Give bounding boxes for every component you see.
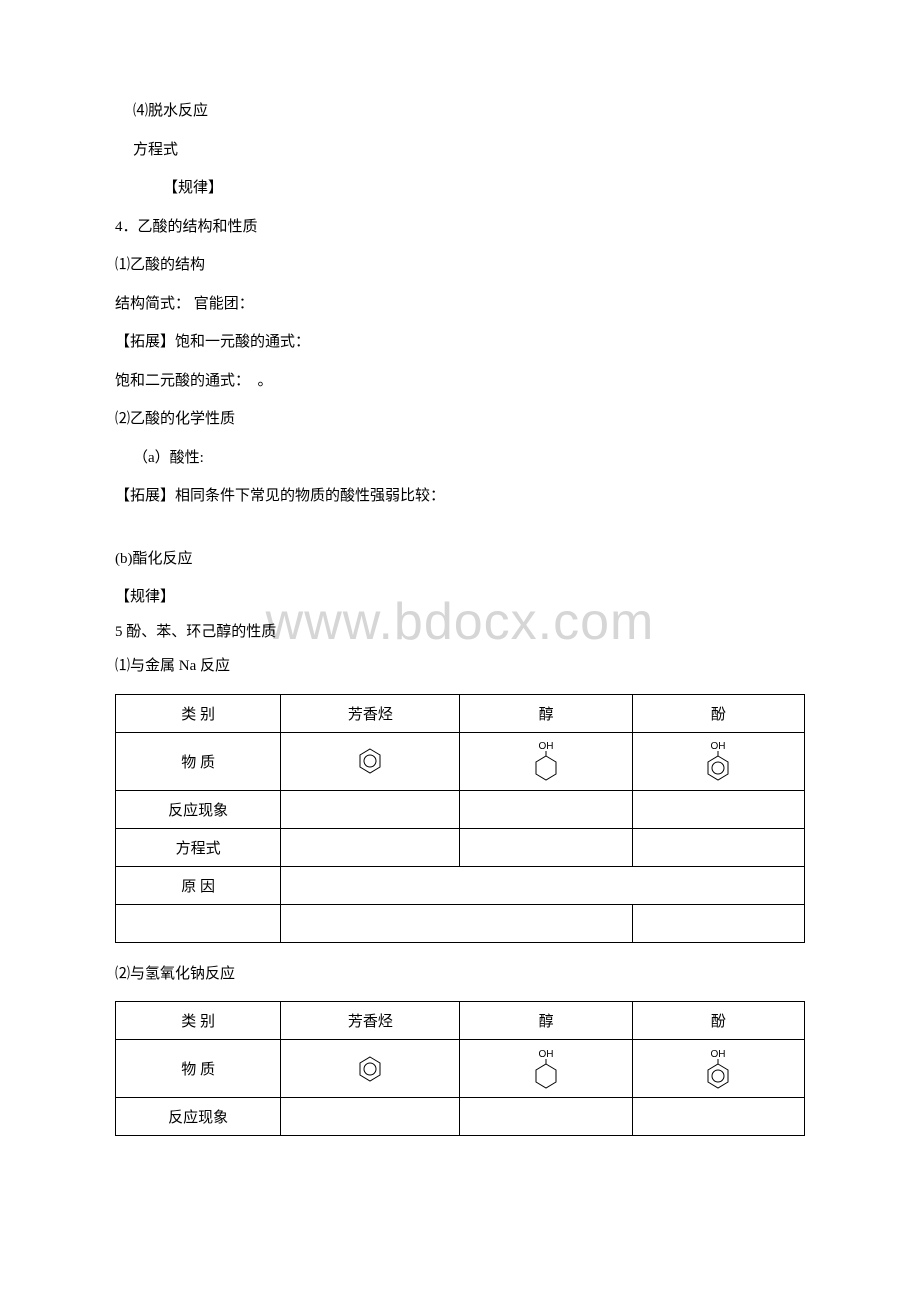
table-row: 类 别 芳香烃 醇 酚 bbox=[116, 1002, 805, 1040]
table-cell-benzene bbox=[281, 1040, 460, 1098]
text-rule-2: 【规律】 bbox=[115, 586, 805, 609]
text-extension-2: 【拓展】相同条件下常见的物质的酸性强弱比较： bbox=[115, 485, 805, 508]
heading-phenol: 5 酚、苯、环己醇的性质 bbox=[115, 621, 805, 644]
cyclohexanol-icon: OH bbox=[531, 739, 561, 783]
heading-acetic-acid: 4．乙酸的结构和性质 bbox=[115, 216, 805, 239]
table-cell-phenol: 酚 bbox=[632, 694, 804, 732]
table-row: 物 质 OH OH bbox=[116, 1040, 805, 1098]
table-cell-cyclohexanol: OH bbox=[460, 1040, 632, 1098]
table-cell-empty bbox=[460, 1098, 632, 1136]
table-cell-alcohol: 醇 bbox=[460, 694, 632, 732]
table-cell-category: 类 别 bbox=[116, 694, 281, 732]
oh-label: OH bbox=[539, 1049, 554, 1060]
text-chemical-props: ⑵乙酸的化学性质 bbox=[115, 408, 805, 431]
table-cell-substance: 物 质 bbox=[116, 732, 281, 790]
table-cell-cyclohexanol: OH bbox=[460, 732, 632, 790]
table-row bbox=[116, 904, 805, 942]
table-cell-empty bbox=[632, 790, 804, 828]
text-equation-label: 方程式 bbox=[133, 139, 805, 162]
table-cell-substance: 物 质 bbox=[116, 1040, 281, 1098]
table-cell-empty bbox=[281, 828, 460, 866]
table-cell-empty bbox=[281, 1098, 460, 1136]
table-row: 反应现象 bbox=[116, 790, 805, 828]
benzene-icon bbox=[355, 746, 385, 776]
phenol-icon: OH bbox=[703, 1047, 733, 1091]
table-cell-empty bbox=[116, 904, 281, 942]
table-row: 原 因 bbox=[116, 866, 805, 904]
table-cell-empty bbox=[632, 904, 804, 942]
table-cell-category: 类 别 bbox=[116, 1002, 281, 1040]
document-content: ⑷脱水反应 方程式 【规律】 4．乙酸的结构和性质 ⑴乙酸的结构 结构简式： 官… bbox=[115, 100, 805, 1136]
table-cell-benzene bbox=[281, 732, 460, 790]
table-cell-reason: 原 因 bbox=[116, 866, 281, 904]
text-na-reaction: ⑴与金属 Na 反应 bbox=[115, 655, 805, 678]
table-na-reaction: 类 别 芳香烃 醇 酚 物 质 OH O bbox=[115, 694, 805, 943]
table-cell-empty bbox=[281, 790, 460, 828]
table-naoh-reaction: 类 别 芳香烃 醇 酚 物 质 OH O bbox=[115, 1001, 805, 1136]
table-cell-equation: 方程式 bbox=[116, 828, 281, 866]
table-cell-phenomenon: 反应现象 bbox=[116, 790, 281, 828]
table-row: 方程式 bbox=[116, 828, 805, 866]
text-esterification: (b)酯化反应 bbox=[115, 548, 805, 571]
table-row: 反应现象 bbox=[116, 1098, 805, 1136]
table-cell-empty bbox=[460, 828, 632, 866]
table-cell-aromatic: 芳香烃 bbox=[281, 694, 460, 732]
text-structure-1: ⑴乙酸的结构 bbox=[115, 254, 805, 277]
table-row: 物 质 OH OH bbox=[116, 732, 805, 790]
table-cell-phenol-struct: OH bbox=[632, 1040, 804, 1098]
table-cell-phenol: 酚 bbox=[632, 1002, 804, 1040]
table-row: 类 别 芳香烃 醇 酚 bbox=[116, 694, 805, 732]
text-naoh-reaction: ⑵与氢氧化钠反应 bbox=[115, 963, 805, 986]
table-cell-aromatic: 芳香烃 bbox=[281, 1002, 460, 1040]
oh-label: OH bbox=[711, 741, 726, 752]
oh-label: OH bbox=[539, 741, 554, 752]
table-cell-alcohol: 醇 bbox=[460, 1002, 632, 1040]
table-cell-empty bbox=[632, 1098, 804, 1136]
table-cell-empty bbox=[460, 790, 632, 828]
table-cell-empty bbox=[632, 828, 804, 866]
phenol-icon: OH bbox=[703, 739, 733, 783]
text-diacid-formula: 饱和二元酸的通式： 。 bbox=[115, 370, 805, 393]
oh-label: OH bbox=[711, 1049, 726, 1060]
text-rule-1: 【规律】 bbox=[163, 177, 805, 200]
text-extension-1: 【拓展】饱和一元酸的通式： bbox=[115, 331, 805, 354]
table-cell-empty bbox=[281, 904, 632, 942]
table-cell-empty bbox=[281, 866, 805, 904]
text-acidity: （a）酸性: bbox=[133, 447, 805, 470]
table-cell-phenol-struct: OH bbox=[632, 732, 804, 790]
text-dehydration: ⑷脱水反应 bbox=[133, 100, 805, 123]
text-structure-formula: 结构简式： 官能团： bbox=[115, 293, 805, 316]
table-cell-phenomenon: 反应现象 bbox=[116, 1098, 281, 1136]
cyclohexanol-icon: OH bbox=[531, 1047, 561, 1091]
benzene-icon bbox=[355, 1054, 385, 1084]
